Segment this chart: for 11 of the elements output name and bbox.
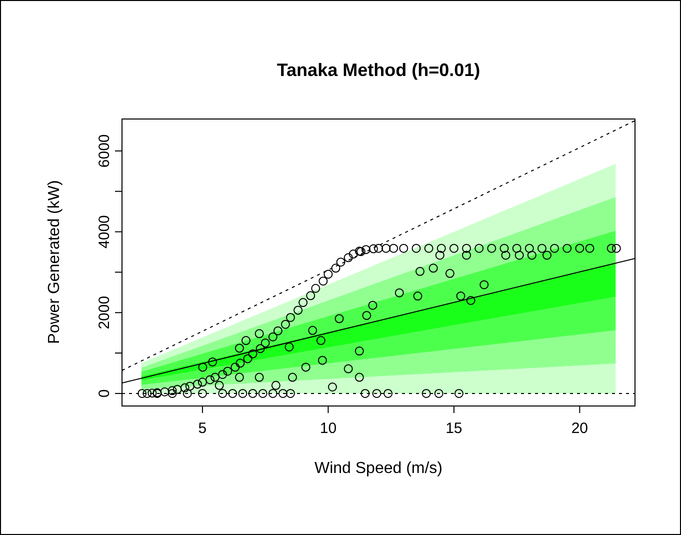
y-tick-label: 0 [96,389,113,398]
y-tick-label: 6000 [96,134,113,168]
x-axis-title: Wind Speed (m/s) [313,460,444,478]
x-tick-label: 15 [446,420,462,437]
y-tick-label: 2000 [96,296,113,330]
chart-title: Tanaka Method (h=0.01) [276,60,482,81]
y-axis-title: Power Generated (kW) [46,178,64,346]
x-tick-label: 10 [320,420,337,437]
x-tick-label: 5 [198,420,207,437]
x-tick-label: 20 [571,420,588,437]
y-tick-label: 4000 [96,215,113,248]
